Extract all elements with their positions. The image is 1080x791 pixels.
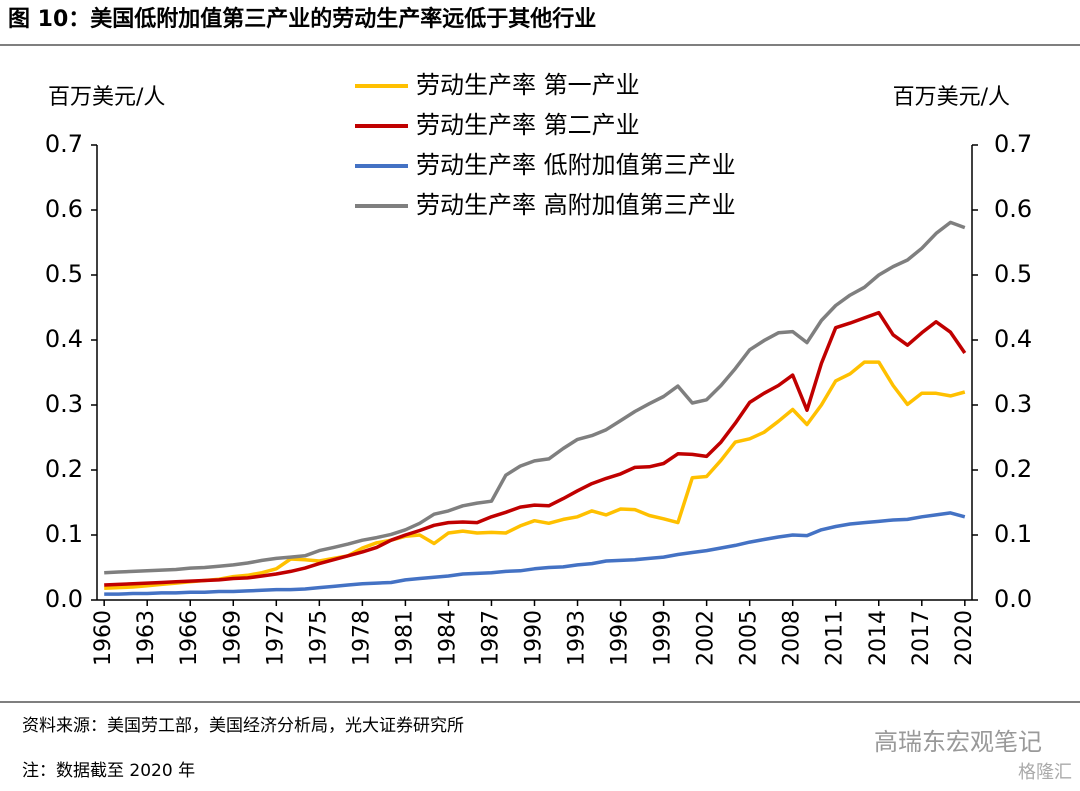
y2-tick-label: 0.2: [994, 455, 1032, 483]
y2-tick-label: 0.3: [994, 390, 1032, 418]
x-tick-label: 1981: [392, 610, 417, 666]
series-line: [104, 310, 967, 587]
legend-label: 劳动生产率 高附加值第三产业: [416, 191, 736, 219]
legend-label: 劳动生产率 第二产业: [416, 111, 640, 139]
y2-tick-label: 0.6: [994, 195, 1032, 223]
x-tick-label: 2008: [780, 610, 805, 666]
y-tick-label: 0.5: [45, 260, 83, 288]
x-tick-label: 2005: [737, 610, 762, 666]
y2-tick-label: 0.5: [994, 260, 1032, 288]
y-tick-label: 0.2: [45, 455, 83, 483]
y-tick-label: 0.6: [45, 195, 83, 223]
x-tick-label: 1990: [522, 610, 547, 666]
series-line: [104, 360, 966, 591]
legend-label: 劳动生产率 第一产业: [416, 71, 640, 99]
y2-tick-label: 0.7: [994, 130, 1032, 158]
x-tick-label: 1996: [608, 610, 633, 666]
x-tick-label: 2014: [866, 610, 891, 666]
x-tick-label: 1963: [134, 610, 159, 666]
x-tick-label: 1960: [91, 610, 116, 666]
y2-tick-label: 0.4: [994, 325, 1032, 353]
y-tick-label: 0.4: [45, 325, 83, 353]
watermark: 格隆汇: [1018, 762, 1072, 783]
source: 资料来源：美国劳工部，美国经济分析局，光大证券研究所: [22, 716, 464, 736]
x-tick-label: 1978: [349, 610, 374, 666]
x-tick-label: 2011: [823, 610, 848, 666]
series-line: [104, 220, 966, 575]
watermark: 高瑞东宏观笔记: [874, 728, 1042, 756]
y-axis-label: 百万美元/人: [48, 85, 165, 110]
chart-title: 图 10：美国低附加值第三产业的劳动生产率远低于其他行业: [8, 6, 596, 32]
y-tick-label: 0.3: [45, 390, 83, 418]
series-line: [104, 511, 966, 596]
y-tick-label: 0.0: [45, 585, 83, 613]
x-tick-label: 1975: [306, 610, 331, 666]
y-tick-label: 0.1: [45, 520, 83, 548]
y-tick-label: 0.7: [45, 130, 83, 158]
legend-label: 劳动生产率 低附加值第三产业: [416, 151, 736, 179]
x-tick-label: 1993: [565, 610, 590, 666]
x-tick-label: 1969: [220, 610, 245, 666]
x-tick-label: 1987: [478, 610, 503, 666]
x-tick-label: 1999: [651, 610, 676, 666]
x-tick-label: 2020: [952, 610, 977, 666]
y2-axis-label: 百万美元/人: [893, 85, 1010, 110]
x-tick-label: 2017: [909, 610, 934, 666]
note: 注：数据截至 2020 年: [22, 761, 195, 781]
y2-tick-label: 0.1: [994, 520, 1032, 548]
x-tick-label: 2002: [694, 610, 719, 666]
y2-tick-label: 0.0: [994, 585, 1032, 613]
x-tick-label: 1972: [263, 610, 288, 666]
x-tick-label: 1984: [435, 610, 460, 666]
x-tick-label: 1966: [177, 610, 202, 666]
